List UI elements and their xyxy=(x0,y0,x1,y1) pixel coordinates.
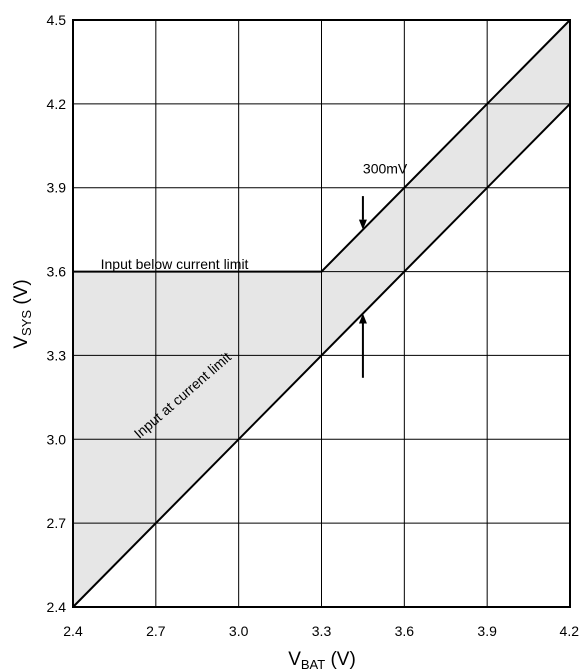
y-tick-label: 3.0 xyxy=(47,431,67,447)
series-line-at-current-limit xyxy=(72,103,571,608)
x-tick-label: 3.0 xyxy=(229,623,249,639)
x-axis-label-main: V xyxy=(288,649,301,670)
y-tick-label: 2.7 xyxy=(47,515,67,531)
arrow-head xyxy=(358,219,367,230)
y-axis-label-sub: SYS xyxy=(19,310,34,336)
series-layer xyxy=(72,19,571,608)
y-tick-label: 4.5 xyxy=(47,12,67,28)
plot-frame xyxy=(72,19,571,608)
x-tick-labels: 2.4 2.7 3.0 3.3 3.6 3.9 4.2 xyxy=(63,623,579,639)
y-tick-label: 4.2 xyxy=(47,96,67,112)
annotation-label: 300mV xyxy=(363,161,408,177)
annotation-label: Input below current limit xyxy=(101,256,249,272)
x-tick-label: 3.6 xyxy=(395,623,415,639)
arrows-layer xyxy=(358,196,367,378)
y-tick-label: 3.3 xyxy=(47,347,67,363)
x-tick-label: 3.9 xyxy=(477,623,497,639)
series-line-below-current-limit xyxy=(73,19,571,273)
y-tick-labels: 2.4 2.7 3.0 3.3 3.6 3.9 4.2 4.5 xyxy=(47,12,67,615)
y-axis-label: VSYS (V) xyxy=(11,279,34,348)
y-tick-label: 3.6 xyxy=(47,264,67,280)
x-axis-label-sub: BAT xyxy=(301,657,325,671)
x-tick-label: 3.3 xyxy=(312,623,332,639)
y-tick-label: 2.4 xyxy=(47,599,67,615)
x-tick-label: 2.7 xyxy=(146,623,166,639)
y-axis-label-main: V xyxy=(11,336,32,349)
x-tick-label: 2.4 xyxy=(63,623,83,639)
x-tick-label: 4.2 xyxy=(560,623,579,639)
y-axis-label-unit: (V) xyxy=(11,279,32,310)
y-tick-label: 3.9 xyxy=(47,180,67,196)
arrow-head xyxy=(358,313,367,324)
x-axis-label: VBAT (V) xyxy=(288,649,356,671)
x-axis-label-unit: (V) xyxy=(325,649,356,670)
